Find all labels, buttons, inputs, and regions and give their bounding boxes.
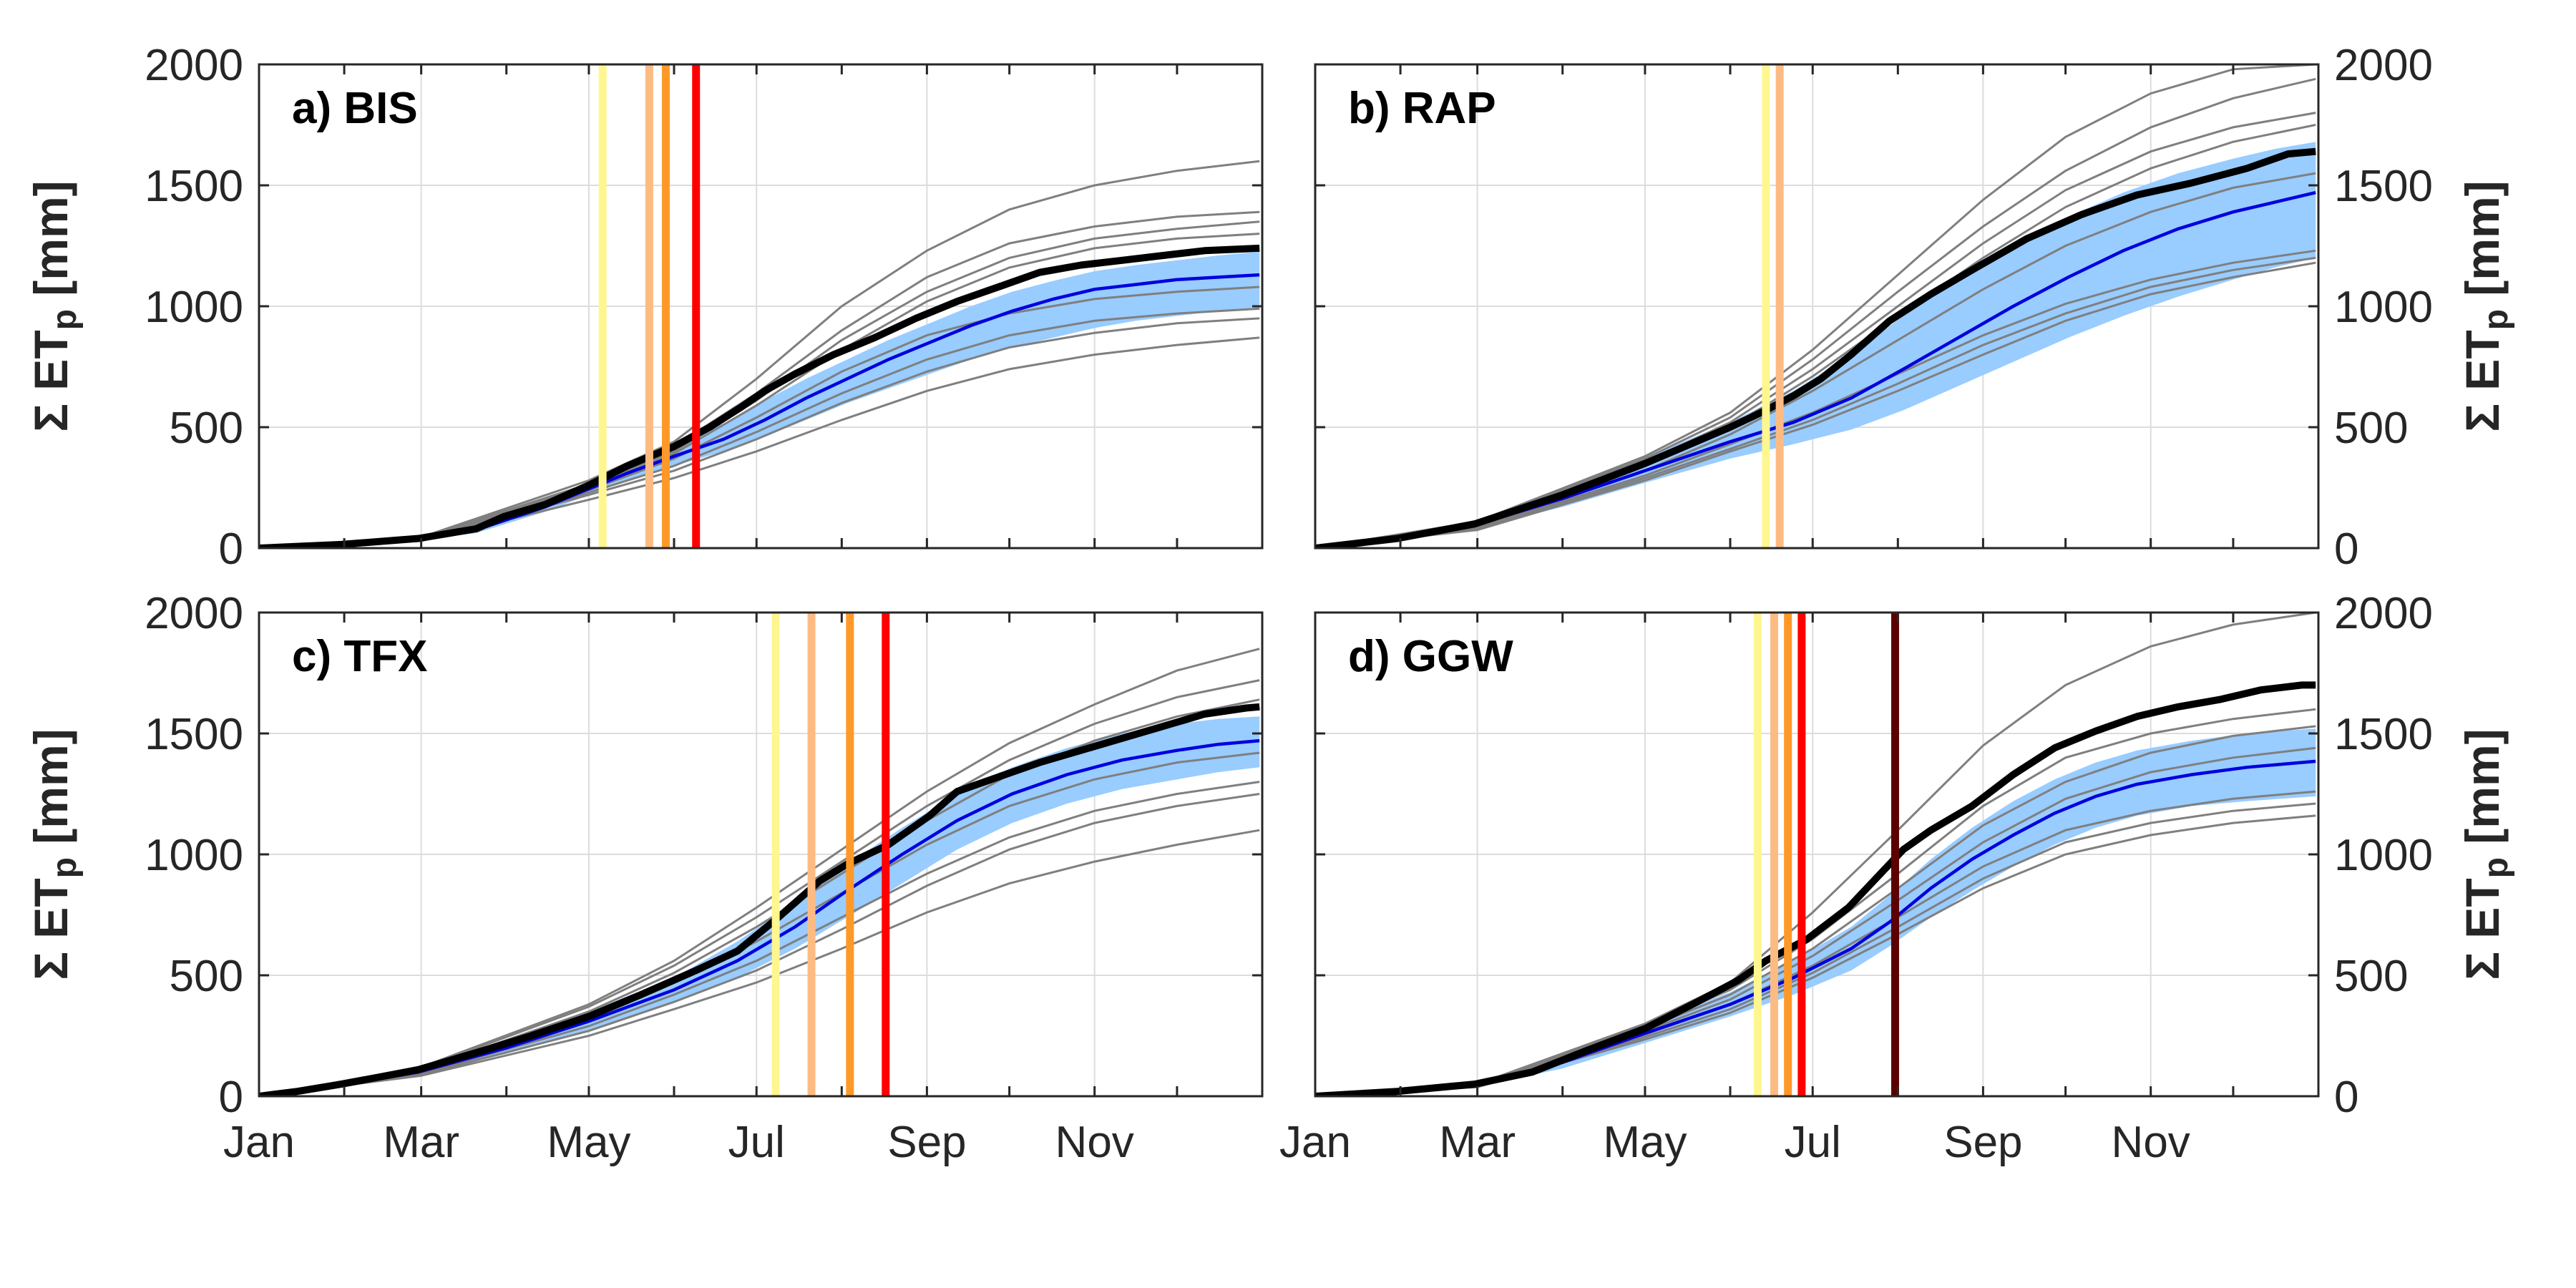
x-tick-label: Sep bbox=[1943, 1118, 2022, 1167]
uncertainty-band bbox=[1315, 728, 2316, 1096]
x-tick-label: Jan bbox=[1279, 1118, 1351, 1167]
y-tick-label: 1500 bbox=[145, 710, 243, 759]
highlight-series-line bbox=[259, 703, 1260, 1096]
y-tick-label: 2000 bbox=[145, 589, 243, 638]
gray-series-line bbox=[1315, 261, 2316, 548]
y-tick-label: 0 bbox=[2334, 525, 2358, 574]
y-axis-label: Σ ETp [mm] bbox=[2456, 728, 2514, 980]
panel-a-bis: 0 500 1000 1500 2000 a) BIS Σ ETp [mm] bbox=[24, 41, 1264, 574]
x-tick-label: Jul bbox=[1785, 1118, 1841, 1167]
panel-label: c) TFX bbox=[292, 632, 427, 681]
highlight-series-line bbox=[1315, 147, 2316, 548]
y-tick-label: 1000 bbox=[145, 283, 243, 332]
plot-area bbox=[1315, 64, 2316, 548]
x-tick-label: Nov bbox=[1055, 1118, 1134, 1167]
y-axis-label-subscript: p bbox=[2477, 857, 2515, 878]
y-tick-label: 1000 bbox=[145, 831, 243, 880]
highlight-series-line bbox=[259, 244, 1260, 548]
gray-series-line bbox=[259, 679, 1260, 1096]
x-tick-label: Mar bbox=[1439, 1118, 1516, 1167]
gray-series-line bbox=[259, 793, 1260, 1096]
y-axis-label-unit: [mm] bbox=[24, 728, 77, 857]
x-tick-label: Nov bbox=[2112, 1118, 2190, 1167]
x-tick-label: May bbox=[547, 1118, 630, 1167]
gray-series-line bbox=[259, 781, 1260, 1096]
panel-label: b) RAP bbox=[1348, 84, 1496, 133]
gray-series-line bbox=[259, 829, 1260, 1096]
y-tick-label: 1500 bbox=[145, 162, 243, 211]
y-tick-label: 0 bbox=[219, 1073, 243, 1122]
gray-series-line bbox=[1315, 256, 2316, 548]
y-axis-label: Σ ETp [mm] bbox=[24, 180, 83, 431]
y-tick-label: 2000 bbox=[2334, 589, 2433, 638]
y-axis-label: Σ ETp [mm] bbox=[2456, 180, 2514, 431]
panel-b-rap: 0 500 1000 1500 2000 b) RAP Σ ETp [mm] bbox=[1314, 41, 2515, 574]
y-axis-label-unit: [mm] bbox=[2456, 180, 2509, 309]
y-tick-label: 0 bbox=[219, 525, 243, 574]
y-axis-label: Σ ETp [mm] bbox=[24, 728, 83, 980]
uncertainty-band bbox=[1315, 142, 2316, 548]
y-axis-label-main: Σ ET bbox=[24, 330, 77, 431]
y-tick-label: 500 bbox=[170, 404, 243, 453]
uncertainty-band bbox=[259, 251, 1260, 548]
y-axis-label-main: Σ ET bbox=[2456, 330, 2509, 431]
y-tick-label: 1500 bbox=[2334, 710, 2433, 759]
y-axis-label-unit: [mm] bbox=[2456, 728, 2509, 857]
plot-area bbox=[1315, 613, 2316, 1096]
gray-series-line bbox=[259, 648, 1260, 1096]
gray-series-line bbox=[259, 220, 1260, 548]
y-tick-label: 2000 bbox=[145, 41, 243, 90]
y-axis-label-main: Σ ET bbox=[2456, 878, 2509, 980]
y-tick-label: 500 bbox=[2334, 952, 2408, 1001]
gray-series-line bbox=[1315, 64, 2316, 548]
y-axis-label-main: Σ ET bbox=[24, 878, 77, 980]
x-tick-label: Sep bbox=[887, 1118, 966, 1167]
uncertainty-band bbox=[259, 716, 1260, 1096]
gray-series-line bbox=[259, 698, 1260, 1096]
plot-area bbox=[259, 613, 1260, 1096]
y-tick-label: 0 bbox=[2334, 1073, 2358, 1122]
y-axis-label-subscript: p bbox=[2477, 309, 2515, 330]
gray-series-line bbox=[259, 336, 1260, 548]
y-axis-label-subscript: p bbox=[46, 857, 84, 878]
x-tick-label: Mar bbox=[383, 1118, 459, 1167]
y-axis-label-subscript: p bbox=[46, 309, 84, 330]
panel-d-ggw: 0 500 1000 1500 2000 Jan Mar May Jul Sep Nov d) GGW… bbox=[1279, 589, 2515, 1167]
plot-area bbox=[259, 64, 1260, 548]
panel-label: a) BIS bbox=[292, 84, 418, 133]
gray-series-line bbox=[1315, 77, 2316, 548]
y-tick-label: 1000 bbox=[2334, 283, 2433, 332]
y-tick-label: 500 bbox=[170, 952, 243, 1001]
x-tick-label: May bbox=[1603, 1118, 1687, 1167]
highlight-series-line bbox=[1315, 681, 2316, 1096]
y-tick-label: 500 bbox=[2334, 404, 2408, 453]
x-tick-label: Jul bbox=[728, 1118, 785, 1167]
y-tick-label: 1500 bbox=[2334, 162, 2433, 211]
x-tick-label: Jan bbox=[223, 1118, 295, 1167]
y-tick-label: 2000 bbox=[2334, 41, 2433, 90]
panel-label: d) GGW bbox=[1348, 632, 1513, 681]
y-tick-label: 1000 bbox=[2334, 831, 2433, 880]
y-axis-label-unit: [mm] bbox=[24, 180, 77, 309]
panel-c-tfx: 0 500 1000 1500 2000 Jan Mar May Jul Sep Nov c) TFX… bbox=[24, 589, 1264, 1167]
mean-series-line bbox=[259, 273, 1260, 548]
gray-series-line bbox=[259, 160, 1260, 548]
